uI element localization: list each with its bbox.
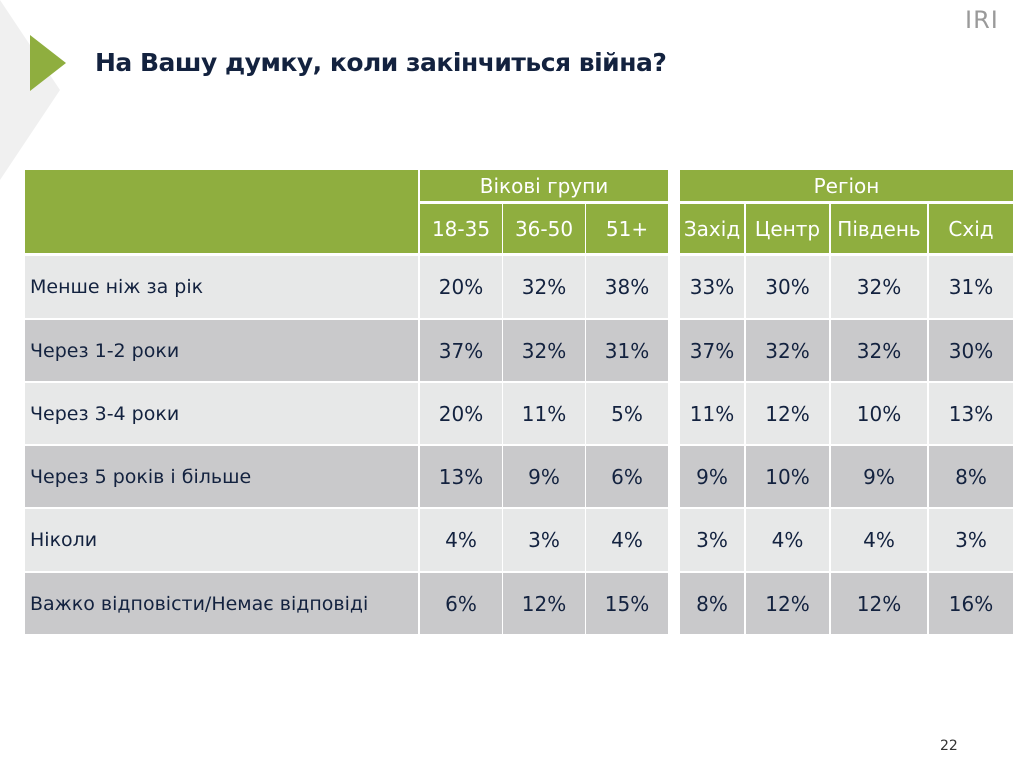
table-cell: 8% [680, 573, 744, 634]
table-cell: 3% [929, 509, 1013, 571]
table-cell: 4% [746, 509, 829, 571]
row-label: Важко відповісти/Немає відповіді [25, 573, 418, 634]
table-cell: 16% [929, 573, 1013, 634]
table-cell: 31% [586, 320, 668, 381]
table-cell: 30% [746, 256, 829, 318]
row-label: Ніколи [25, 509, 418, 571]
table-cell: 32% [831, 320, 927, 381]
arrow-icon [30, 35, 66, 91]
page-title: На Вашу думку, коли закінчиться війна? [95, 48, 667, 77]
row-label: Через 5 років і більше [25, 446, 418, 507]
table-cell: 37% [680, 320, 744, 381]
table-cell: 12% [831, 573, 927, 634]
table-cell: 4% [586, 509, 668, 571]
group-header-region: Регіон [680, 170, 1013, 201]
row-label: Через 3-4 роки [25, 383, 418, 444]
table-cell: 4% [420, 509, 502, 571]
table-cell: 37% [420, 320, 502, 381]
table-cell: 3% [503, 509, 585, 571]
table-cell: 12% [746, 573, 829, 634]
table-cell: 6% [586, 446, 668, 507]
table-cell: 12% [503, 573, 585, 634]
column-header: Південь [831, 204, 927, 253]
table-cell: 9% [503, 446, 585, 507]
column-header: 51+ [586, 204, 668, 253]
table-cell: 15% [586, 573, 668, 634]
table-cell: 38% [586, 256, 668, 318]
table-cell: 30% [929, 320, 1013, 381]
logo: IRI [965, 6, 999, 34]
table-cell: 12% [746, 383, 829, 444]
column-header: 18-35 [420, 204, 502, 253]
table-cell: 4% [831, 509, 927, 571]
column-header: Схід [929, 204, 1013, 253]
row-label: Через 1-2 роки [25, 320, 418, 381]
table-cell: 9% [831, 446, 927, 507]
group-header-age: Вікові групи [420, 170, 668, 201]
table-cell: 3% [680, 509, 744, 571]
table-cell: 5% [586, 383, 668, 444]
column-header: 36-50 [503, 204, 585, 253]
header-label-cell [25, 170, 418, 253]
table-cell: 32% [746, 320, 829, 381]
table-cell: 32% [831, 256, 927, 318]
column-header: Центр [746, 204, 829, 253]
table-cell: 20% [420, 383, 502, 444]
table-cell: 8% [929, 446, 1013, 507]
table-cell: 9% [680, 446, 744, 507]
table-cell: 10% [746, 446, 829, 507]
table-cell: 11% [503, 383, 585, 444]
table-cell: 32% [503, 256, 585, 318]
column-header: Захід [680, 204, 744, 253]
table-cell: 13% [420, 446, 502, 507]
page-number: 22 [940, 738, 958, 754]
table-cell: 11% [680, 383, 744, 444]
table-cell: 20% [420, 256, 502, 318]
table-cell: 10% [831, 383, 927, 444]
table-cell: 31% [929, 256, 1013, 318]
table-cell: 6% [420, 573, 502, 634]
table-cell: 33% [680, 256, 744, 318]
table-cell: 32% [503, 320, 585, 381]
table-cell: 13% [929, 383, 1013, 444]
row-label: Менше ніж за рік [25, 256, 418, 318]
